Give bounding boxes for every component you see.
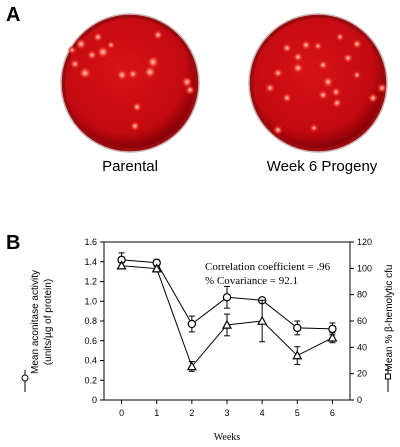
colony (354, 72, 360, 78)
colony (118, 71, 126, 79)
y-left-tick-label: 0.8 (84, 316, 97, 326)
x-tick-label: 2 (189, 408, 194, 418)
colony (89, 52, 95, 58)
panel-b-letter: B (6, 232, 21, 254)
colony (294, 64, 302, 72)
y-left-axis-title-line2: (units/µg of protein) (43, 279, 54, 365)
colony (99, 48, 107, 56)
colony (295, 54, 301, 60)
annotation-correlation: Correlation coefficient = .96 (205, 261, 331, 273)
colony (354, 41, 360, 47)
colony (149, 58, 157, 66)
circle-point (328, 324, 337, 334)
x-tick-label: 4 (260, 408, 265, 418)
y-right-tick-label: 120 (357, 237, 372, 247)
y-left-tick-label: 0.2 (84, 375, 97, 385)
triangle-point (327, 332, 338, 342)
colony (81, 69, 89, 77)
colony (267, 85, 273, 91)
annotation-covariance: % Covariance = 92.1 (205, 275, 298, 287)
colony (311, 125, 317, 131)
colony (284, 45, 290, 51)
x-axis-title: Weeks (214, 432, 241, 443)
y-right-tick-label: 100 (357, 263, 372, 273)
circle-point (293, 323, 302, 333)
y-right-tick-label: 80 (357, 290, 367, 300)
colony (275, 70, 281, 76)
colony (187, 87, 193, 93)
triangle-point (292, 350, 303, 360)
chart-axes: 00.20.40.60.81.01.21.41.6020406080100120… (21, 237, 395, 443)
triangle-point (257, 315, 268, 325)
plate-caption-week6: Week 6 Progeny (266, 158, 378, 175)
y-left-axis-title: Mean aconitase activity (30, 270, 41, 374)
agar-plates-photo (60, 13, 388, 153)
colony (324, 78, 332, 86)
colony (320, 62, 326, 68)
y-right-axis-title: Mean % β-hemolytic cfu (384, 265, 395, 372)
colony (108, 42, 114, 48)
colony (69, 47, 75, 53)
colony (284, 95, 290, 101)
y-left-tick-label: 0.4 (84, 356, 97, 366)
y-left-tick-label: 0.6 (84, 336, 97, 346)
x-tick-label: 1 (154, 408, 159, 418)
triangle-point (151, 263, 162, 273)
colony (334, 100, 340, 106)
x-tick-label: 0 (119, 408, 124, 418)
y-left-tick-label: 1.4 (84, 257, 97, 267)
circle-point (222, 293, 232, 302)
parental-plate (60, 13, 200, 153)
panel-a-letter: A (6, 4, 21, 26)
x-tick-label: 6 (330, 408, 335, 418)
plate-caption-parental: Parental (102, 158, 158, 175)
colony (379, 85, 385, 91)
colony (303, 42, 309, 48)
legend-square-marker (385, 373, 391, 380)
colony (345, 55, 351, 61)
y-left-tick-label: 0 (92, 395, 97, 405)
legend-circle-marker (21, 374, 29, 382)
y-left-tick-label: 1.0 (84, 296, 97, 306)
y-left-tick-label: 1.6 (84, 237, 97, 247)
week6-progeny-plate (248, 13, 388, 153)
colony (130, 71, 136, 77)
triangle-point (186, 361, 197, 371)
colony (155, 32, 161, 38)
colony (77, 40, 85, 48)
colony (275, 127, 281, 133)
chart-marks (116, 252, 338, 372)
x-tick-label: 3 (224, 408, 229, 418)
colony (315, 43, 321, 49)
circle-point (187, 319, 197, 329)
colony (134, 104, 140, 110)
x-tick-label: 5 (295, 408, 300, 418)
y-right-tick-label: 20 (357, 369, 367, 379)
colony (183, 78, 191, 86)
triangle-point (221, 319, 233, 329)
colony (95, 34, 101, 40)
colony (72, 61, 78, 67)
y-right-tick-label: 0 (357, 395, 362, 405)
colony (370, 95, 376, 101)
y-left-tick-label: 1.2 (84, 277, 97, 287)
colony (320, 92, 326, 98)
y-right-tick-label: 60 (357, 316, 367, 326)
y-right-tick-label: 40 (357, 342, 367, 352)
colony (337, 34, 343, 40)
colony (132, 123, 138, 129)
triangle-point (116, 260, 127, 270)
colony (333, 89, 339, 95)
colony (146, 68, 154, 76)
